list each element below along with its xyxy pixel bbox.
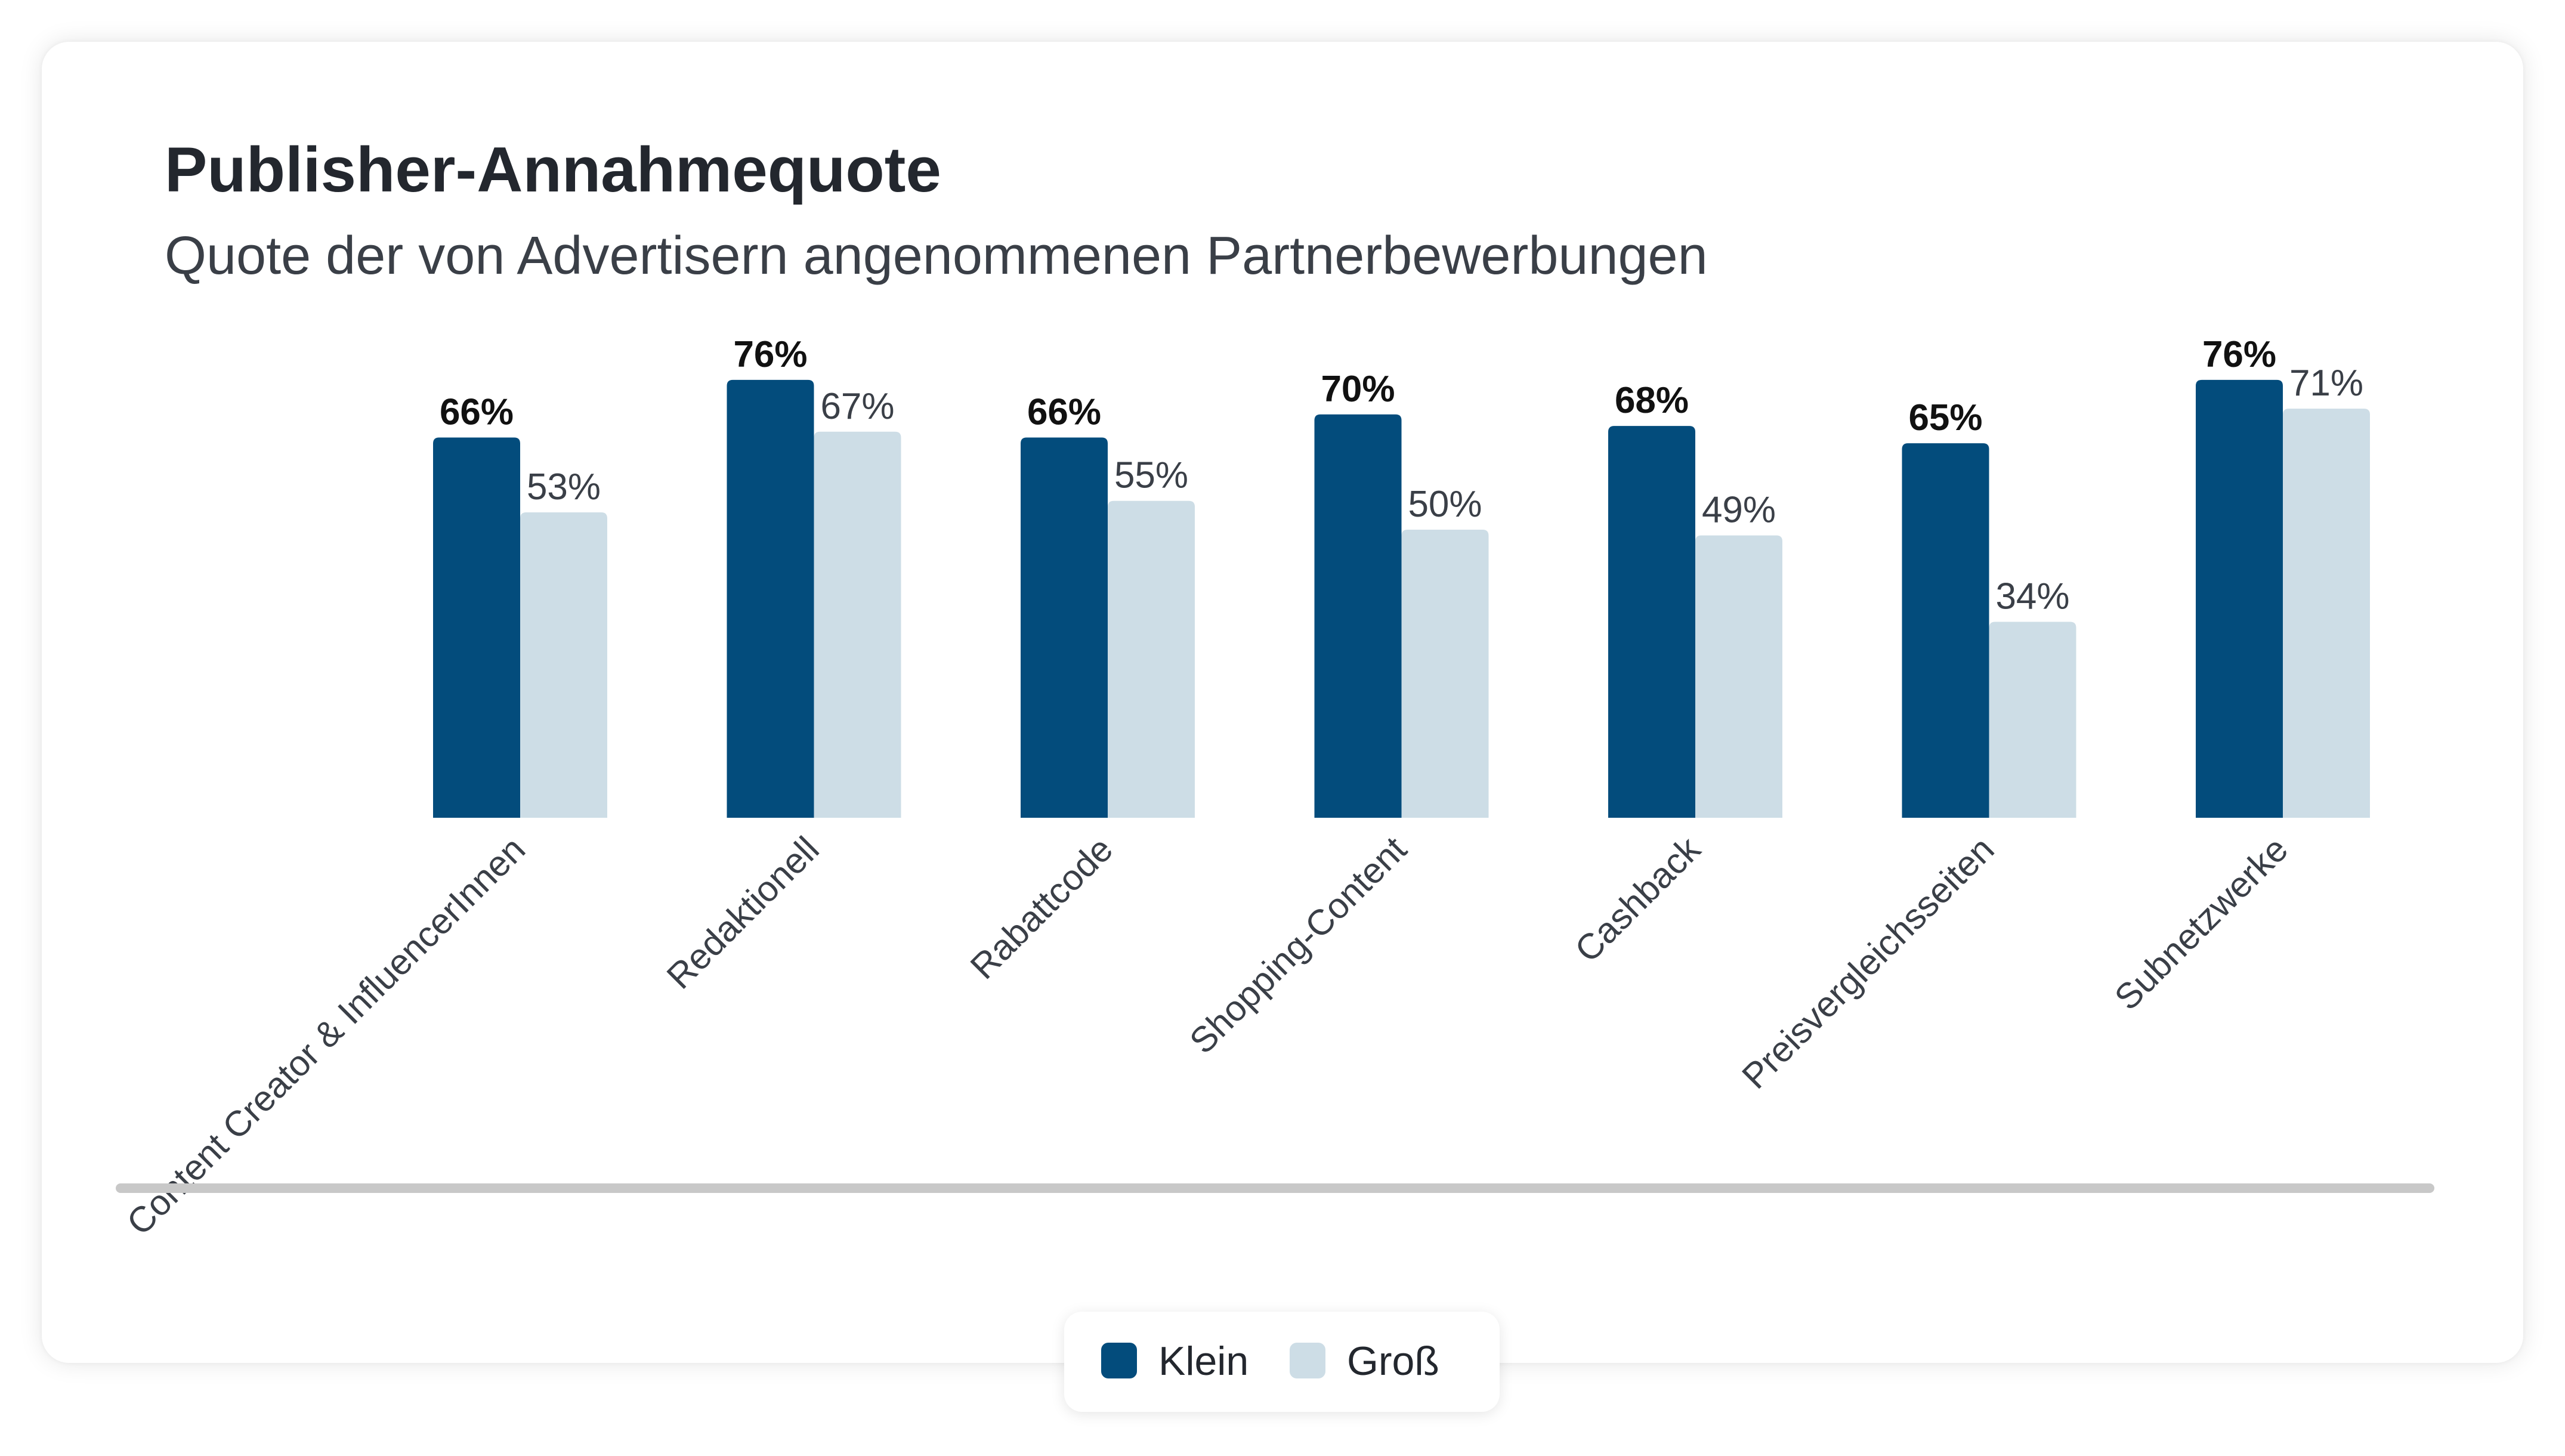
legend-swatch-gross [1290, 1343, 1325, 1378]
category-label: Cashback [1567, 829, 1708, 970]
category-label: Redaktionell [659, 829, 827, 997]
chart-subtitle: Quote der von Advertisern angenommenen P… [165, 226, 1708, 286]
data-label-klein: 76% [2202, 334, 2276, 375]
data-label-klein: 70% [1321, 369, 1395, 410]
bar-klein [2196, 379, 2283, 818]
category-label: Rabattcode [963, 829, 1120, 987]
legend-label-gross: Groß [1347, 1338, 1439, 1384]
data-label-gross: 34% [1995, 576, 2069, 617]
bar-klein [727, 379, 814, 818]
bar-gross [814, 431, 901, 818]
bar-klein [1021, 437, 1108, 818]
bar-klein [433, 437, 520, 818]
legend: Klein Groß [1064, 1312, 1500, 1412]
data-label-gross: 53% [527, 466, 601, 508]
bar-gross [1989, 622, 2076, 818]
category-label: Subnetzwerke [2107, 829, 2295, 1018]
data-label-gross: 50% [1408, 484, 1482, 525]
chart-title: Publisher-Annahmequote [165, 134, 941, 205]
category-label: Shopping-Content [1182, 829, 1414, 1062]
bar-klein [1314, 414, 1402, 818]
data-label-klein: 66% [1027, 391, 1101, 432]
data-label-gross: 49% [1702, 490, 1776, 531]
bar-gross [1695, 535, 1782, 818]
data-label-klein: 76% [733, 334, 807, 375]
category-label: Preisvergleichsseiten [1734, 829, 2001, 1096]
data-label-gross: 55% [1114, 455, 1188, 496]
legend-label-klein: Klein [1158, 1338, 1249, 1384]
bar-gross [1401, 530, 1489, 818]
bar-gross [2283, 409, 2370, 818]
bar-gross [520, 512, 607, 818]
category-label: Content Creator & InfluencerInnen [119, 829, 533, 1243]
data-label-klein: 68% [1615, 380, 1689, 421]
bar-klein [1608, 426, 1695, 818]
legend-swatch-klein [1101, 1343, 1137, 1378]
data-label-klein: 65% [1908, 397, 1982, 438]
bar-gross [1108, 500, 1195, 818]
data-label-gross: 67% [820, 386, 894, 427]
data-label-gross: 71% [2289, 363, 2363, 404]
bar-klein [1902, 443, 1989, 818]
data-label-klein: 66% [440, 391, 514, 432]
